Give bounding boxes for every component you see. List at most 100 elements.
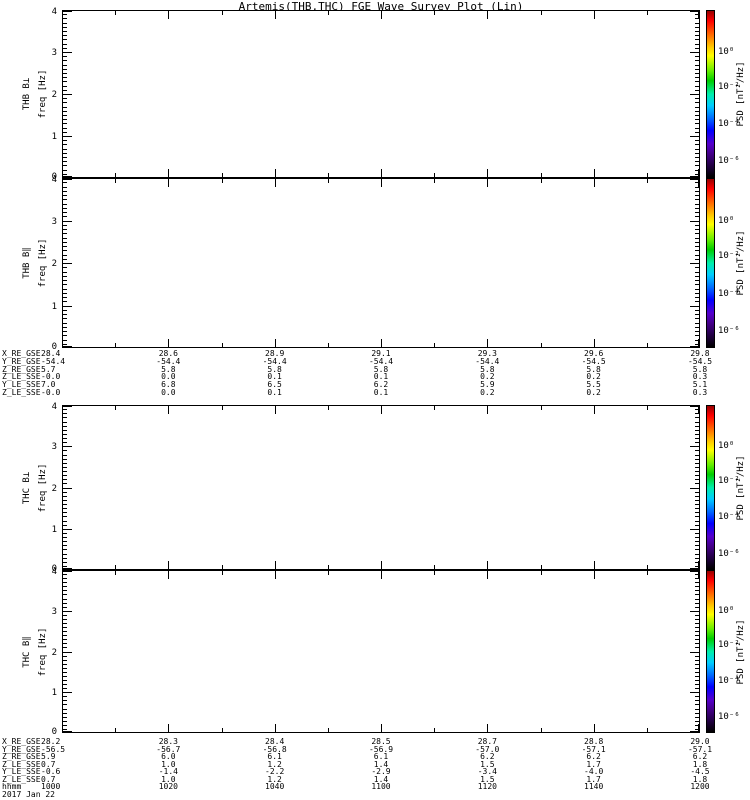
y-tick xyxy=(63,499,67,501)
x-tick xyxy=(434,565,435,569)
y-tick xyxy=(63,64,67,66)
x-tick xyxy=(275,339,276,347)
y-tick xyxy=(63,433,67,435)
colorbar-axis-label: PSD [nT²/Hz] xyxy=(736,61,746,127)
y-tick xyxy=(63,102,67,104)
y-tick xyxy=(63,288,67,290)
y-tick xyxy=(63,335,67,337)
x-tick xyxy=(168,571,169,579)
ephemeris-mid-row-label: Y_LE_SSE xyxy=(2,380,41,390)
y-tick-label: 0 xyxy=(51,727,57,737)
y-tick xyxy=(695,284,699,286)
x-tick xyxy=(647,173,648,177)
y-tick xyxy=(695,47,699,49)
x-tick xyxy=(381,11,382,19)
ephemeris-mid-value: 0.3 xyxy=(692,372,708,382)
y-tick xyxy=(63,618,67,620)
y-tick xyxy=(695,292,699,294)
y-tick xyxy=(695,212,699,213)
ephemeris-mid-value: 5.8 xyxy=(161,364,176,374)
x-tick xyxy=(222,406,223,410)
x-tick xyxy=(487,339,488,347)
y-tick xyxy=(63,692,72,694)
ephemeris-bottom-row-label: X_RE_GSE xyxy=(2,737,41,746)
y-tick xyxy=(695,326,699,328)
y-tick xyxy=(63,631,67,633)
x-tick xyxy=(647,565,648,569)
y-tick xyxy=(63,425,67,427)
x-tick xyxy=(381,561,382,569)
colorbar xyxy=(706,405,715,570)
x-tick xyxy=(594,571,595,579)
ephemeris-bottom-value: 1000 xyxy=(41,782,61,791)
y-tick-label: 4 xyxy=(51,567,57,577)
y-tick xyxy=(695,39,699,41)
y-tick xyxy=(695,73,699,74)
y-tick xyxy=(63,31,67,32)
y-tick xyxy=(695,186,699,188)
y-tick-label: 1 xyxy=(51,688,57,699)
y-tick xyxy=(695,622,699,624)
y-tick xyxy=(695,89,699,91)
y-tick xyxy=(695,68,699,70)
y-tick xyxy=(63,115,67,116)
ephemeris-mid-row-label: Y_RE_GSE xyxy=(2,356,41,366)
x-tick xyxy=(222,173,223,177)
ephemeris-bottom-value: 1120 xyxy=(477,782,497,791)
x-tick xyxy=(328,11,329,15)
y-tick xyxy=(63,655,67,657)
ephemeris-bottom-row-label: hhmm xyxy=(2,782,22,791)
y-tick-label: 0 xyxy=(51,342,57,352)
x-tick xyxy=(594,11,595,19)
x-tick xyxy=(541,406,542,410)
x-tick xyxy=(275,169,276,177)
ephemeris-bottom-value: 28.7 xyxy=(477,737,497,746)
y-tick xyxy=(63,545,67,547)
y-tick xyxy=(695,462,699,464)
y-tick xyxy=(63,131,67,133)
x-tick xyxy=(381,406,382,414)
y-tick xyxy=(695,216,699,218)
ephemeris-bottom-value: 6.2 xyxy=(586,752,601,761)
y-tick xyxy=(695,479,699,481)
y-tick xyxy=(695,254,699,256)
y-tick xyxy=(695,339,699,341)
y-tick xyxy=(63,152,67,154)
ephemeris-mid-value: -0.0 xyxy=(41,372,61,382)
ephemeris-bottom-value: 1.8 xyxy=(692,774,708,784)
y-tick xyxy=(63,127,67,129)
y-tick xyxy=(695,688,699,690)
y-tick xyxy=(695,233,699,235)
y-tick xyxy=(695,708,699,710)
y-tick xyxy=(690,651,699,653)
y-tick xyxy=(695,655,699,657)
x-tick xyxy=(698,406,699,414)
y-tick xyxy=(695,647,699,649)
y-tick xyxy=(695,237,699,239)
ephemeris-bottom-value: 1.7 xyxy=(586,759,601,769)
ephemeris-bottom-value: 6.0 xyxy=(161,752,176,761)
y-tick-label: 2 xyxy=(51,259,57,269)
x-tick xyxy=(487,561,488,569)
ephemeris-bottom-row-label: Z_RE_GSE xyxy=(2,752,41,761)
y-tick xyxy=(695,246,699,247)
y-tick xyxy=(63,627,67,629)
y-tick xyxy=(695,508,699,510)
x-tick xyxy=(647,571,648,575)
ephemeris-bottom-value: 28.2 xyxy=(41,737,61,746)
y-tick xyxy=(63,94,72,95)
y-tick xyxy=(63,614,67,616)
y-tick xyxy=(695,429,699,431)
y-tick xyxy=(63,52,72,53)
x-tick xyxy=(594,561,595,569)
y-tick-label: 2 xyxy=(51,90,57,100)
y-tick xyxy=(63,39,67,41)
y-tick xyxy=(695,335,699,337)
y-tick xyxy=(63,73,67,74)
y-tick xyxy=(63,81,67,83)
y-tick xyxy=(63,724,67,726)
y-tick xyxy=(695,203,699,205)
y-tick-label: 3 xyxy=(51,48,57,58)
y-tick xyxy=(695,635,699,637)
